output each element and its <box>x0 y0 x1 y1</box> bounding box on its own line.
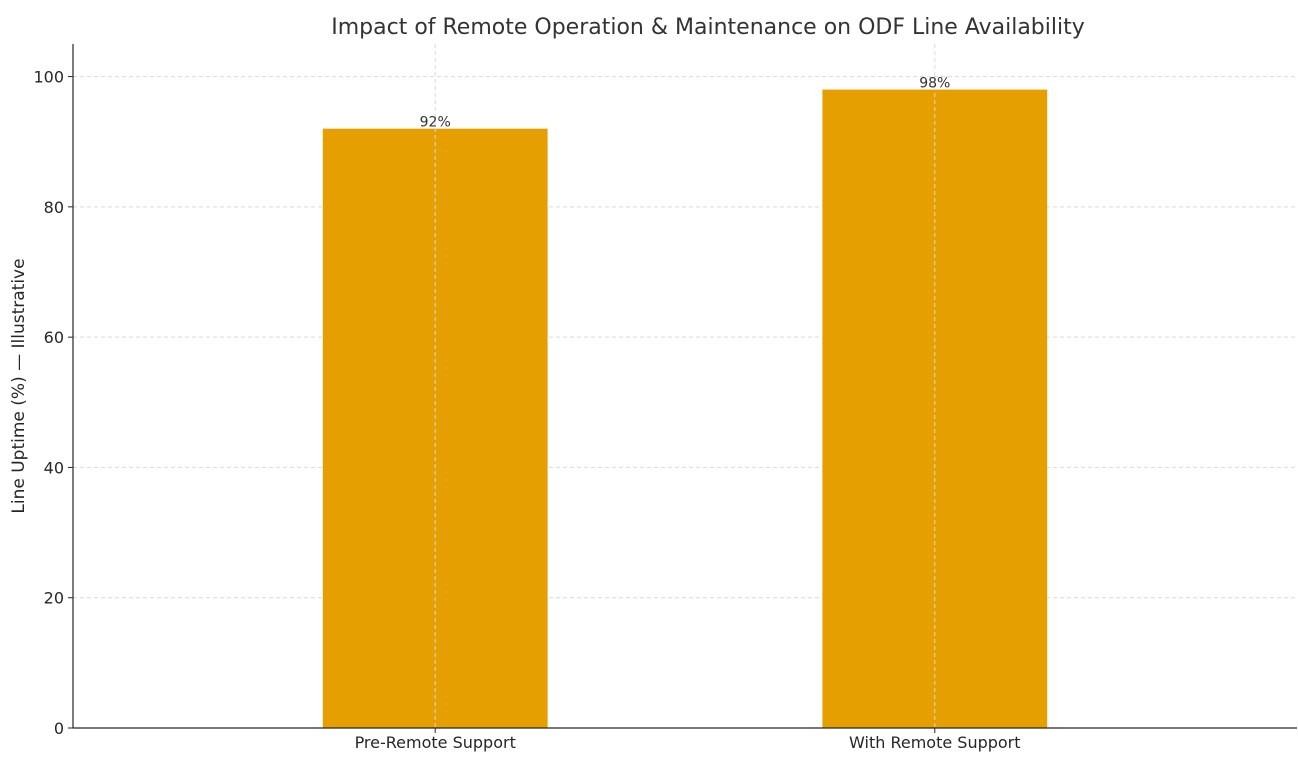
bars <box>322 89 1048 729</box>
axes <box>68 44 1297 733</box>
x-tick-label: Pre-Remote Support <box>355 733 516 752</box>
y-tick-label: 100 <box>33 68 64 87</box>
chart-title: Impact of Remote Operation & Maintenance… <box>331 15 1085 40</box>
bar-value-label: 92% <box>420 115 451 131</box>
y-tick-label: 40 <box>44 458 64 477</box>
x-tick-label: With Remote Support <box>849 733 1020 752</box>
bar-value-label: 98% <box>919 76 950 92</box>
y-tick-label: 0 <box>54 719 64 738</box>
gridlines <box>73 76 1297 729</box>
y-tick-label: 80 <box>44 198 64 217</box>
labels: 0 20 40 60 80 100 Pre-Remote Support 92% With Re… <box>33 68 1020 752</box>
y-axis-label: Line Uptime (%) — Illustrative <box>9 258 29 513</box>
y-tick-label: 20 <box>44 589 64 608</box>
bar <box>322 128 548 728</box>
y-tick-label: 60 <box>44 328 64 347</box>
